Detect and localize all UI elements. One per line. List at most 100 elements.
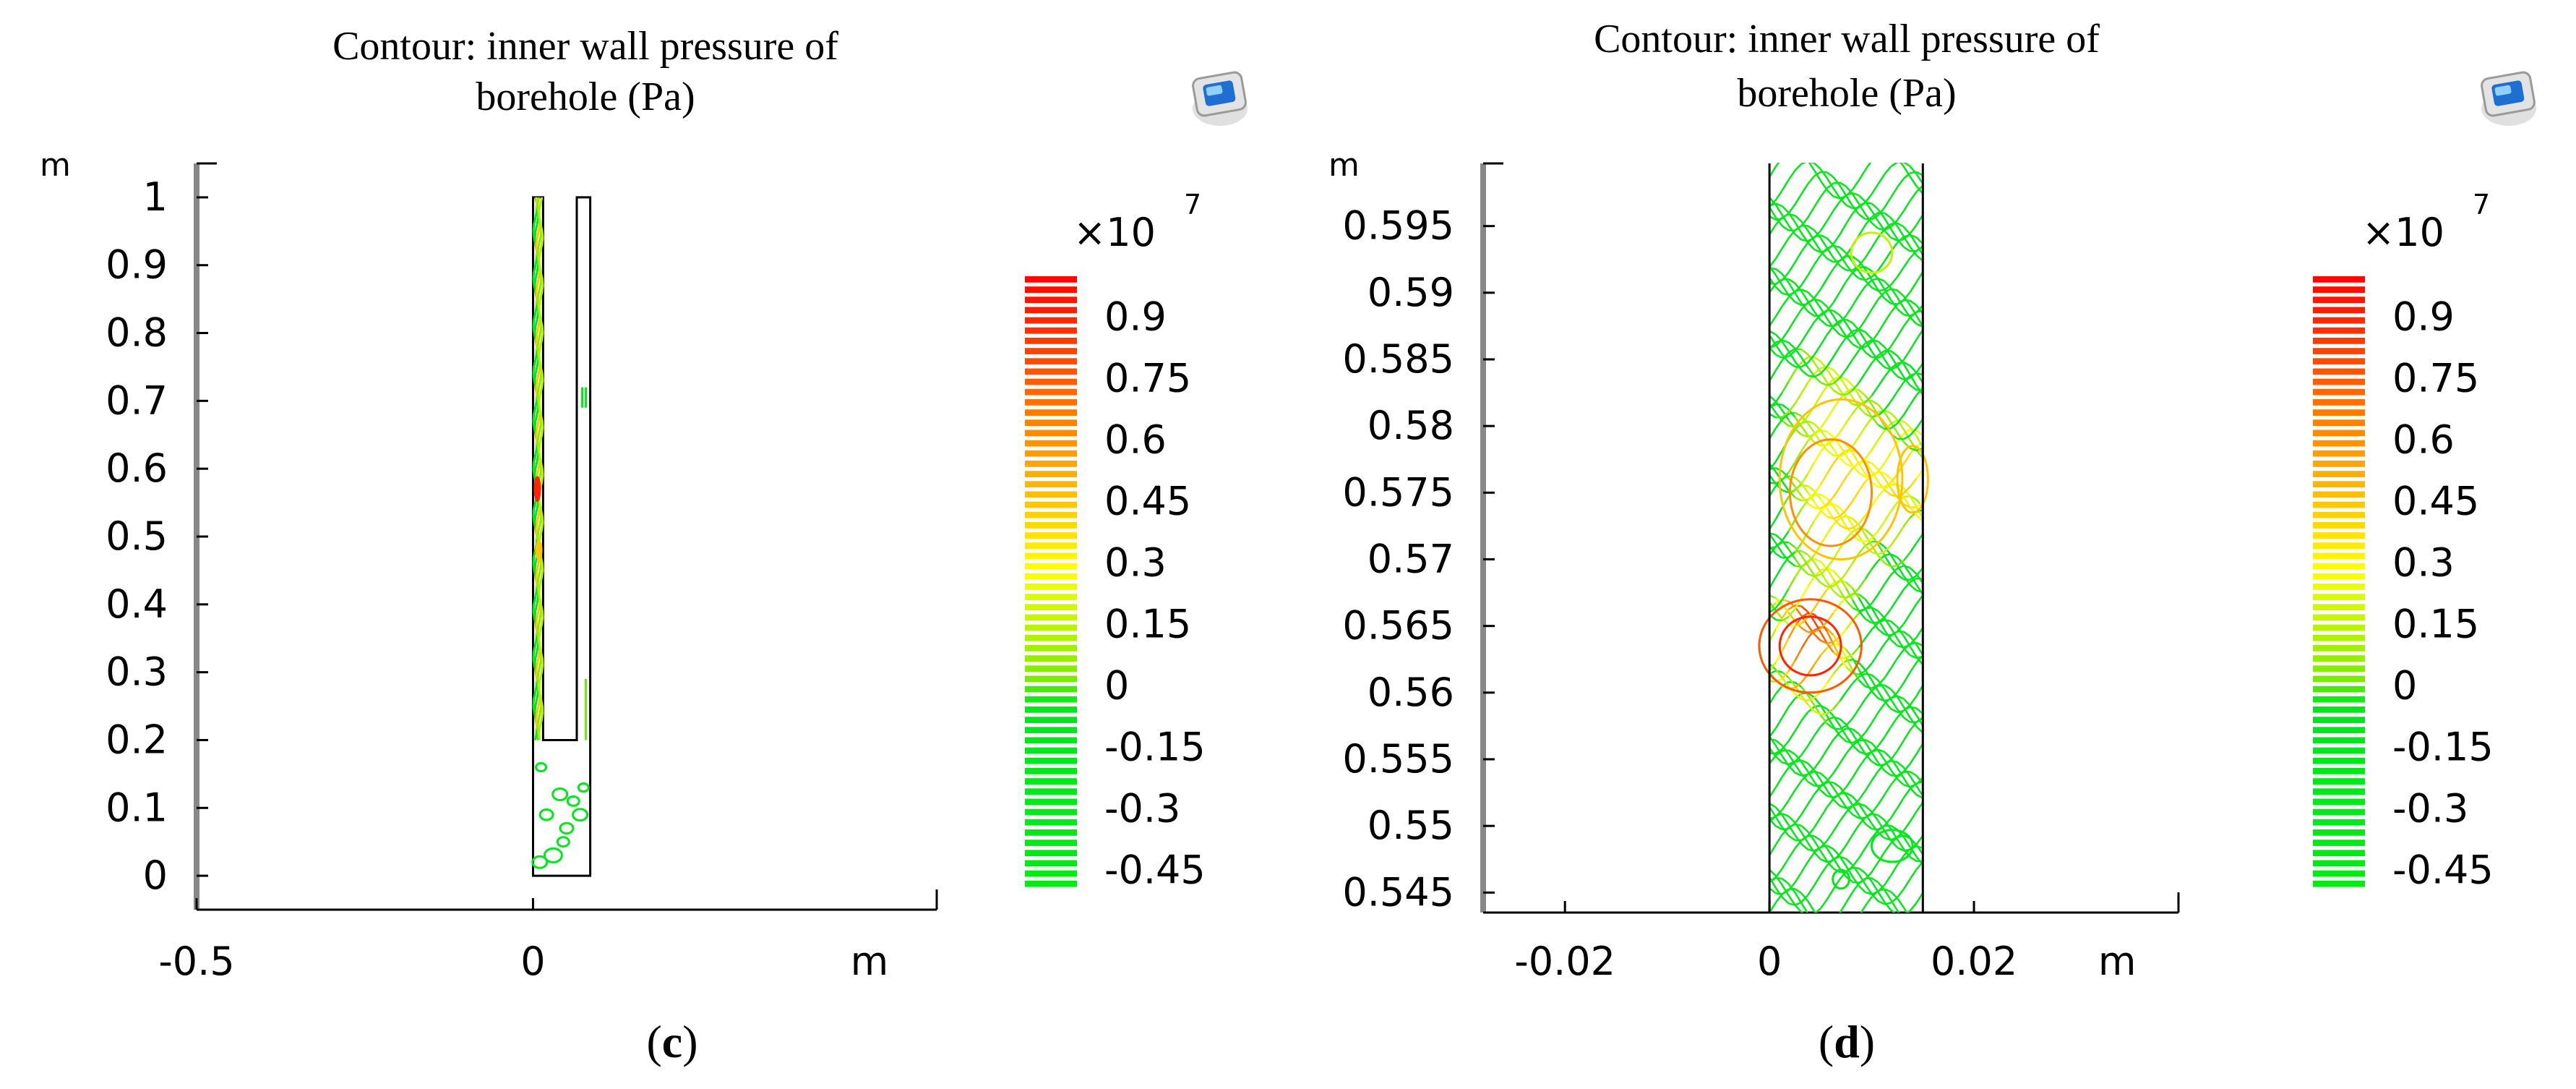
panel-d-contour-segment <box>1807 768 1815 775</box>
panel-d-contour-segment <box>1845 599 1854 609</box>
panel-c-colorbar-gap <box>1025 876 1077 881</box>
panel-d-contour-segment <box>1858 389 1866 397</box>
panel-d-contour-segment <box>1826 381 1834 391</box>
panel-d-contour-segment <box>1877 353 1885 359</box>
panel-d-contour-segment <box>1787 730 1796 742</box>
panel-d-contour-segment <box>1877 551 1885 555</box>
panel-d-contour-segment <box>1858 803 1866 814</box>
panel-d-contour-segment <box>1813 356 1821 362</box>
panel-c-y-tick-label: 0.7 <box>106 377 168 423</box>
panel-d-colorbar-tick-label: 0.75 <box>2392 356 2479 401</box>
panel-d-contour-segment <box>1800 892 1809 902</box>
panel-d-contour-segment <box>1782 411 1790 418</box>
panel-c-y-tick-label: 0.3 <box>106 649 168 695</box>
panel-d-contour-segment <box>1832 548 1841 560</box>
panel-d-contour-segment <box>1852 813 1860 819</box>
panel-d-contour-segment <box>1827 931 1834 936</box>
panel-c-colorbar-band <box>1025 675 1077 683</box>
panel-d-contour-segment <box>1826 368 1834 380</box>
panel-d-contour-segment <box>1832 763 1841 774</box>
panel-d-contour-segment <box>1845 745 1854 755</box>
panel-d-y-tick-label: 0.56 <box>1368 670 1454 715</box>
panel-d-contour-segment <box>1890 535 1899 547</box>
panel-d-contour-segment <box>1839 811 1847 822</box>
panel-d-y-tick-label: 0.59 <box>1368 270 1454 315</box>
panel-d-contour-segment <box>1794 542 1803 553</box>
panel-d-axes <box>1480 162 2180 914</box>
panel-d-contour-segment <box>1826 182 1834 189</box>
panel-d-contour-segment <box>1871 184 1879 195</box>
panel-d-contour-segment <box>1774 816 1783 828</box>
panel-d-contour-segment <box>1884 759 1892 766</box>
panel-d-contour-segment <box>1858 816 1866 826</box>
panel-d-contour-segment <box>1858 847 1866 859</box>
panel-d-contour-segment <box>1845 594 1853 599</box>
panel-d-contour-segment <box>1860 905 1866 913</box>
panel-d-contour-segment <box>1788 902 1795 906</box>
panel-d-contour-segment <box>1820 234 1828 239</box>
panel-d-contour-segment <box>1813 851 1821 860</box>
panel-d-colorbar-gap <box>2313 497 2365 502</box>
panel-d-contour-segment <box>1832 176 1841 187</box>
panel-d-contour-segment <box>1884 366 1892 370</box>
panel-d-contour-segment <box>1884 633 1892 636</box>
panel-d-contour-segment <box>1794 292 1803 304</box>
panel-d-contour-segment <box>1877 488 1886 497</box>
panel-d-contour-segment <box>1832 346 1841 358</box>
panel-d-contour-segment <box>1800 275 1809 286</box>
panel-d-colorbar-band <box>2313 686 2365 693</box>
panel-d-contour-segment <box>1902 704 1911 712</box>
panel-d-contour-segment <box>1819 749 1828 761</box>
panel-d-contour-segment <box>1800 289 1808 294</box>
panel-d-contour-segment <box>1819 168 1828 179</box>
panel-d-contour-segment <box>1813 344 1821 356</box>
panel-d-contour-segment <box>1819 779 1828 791</box>
panel-d-contour-segment <box>1903 377 1910 381</box>
panel-d-contour-segment <box>1774 834 1783 845</box>
panel-d-colorbar-band <box>2313 665 2365 672</box>
panel-d-contour-segment <box>1782 889 1790 895</box>
panel-d-colorbar-gap <box>2313 753 2365 758</box>
panel-d-contour-segment <box>1903 631 1911 638</box>
panel-d-colorbar-band <box>2313 768 2365 774</box>
panel-d-contour-segment <box>1820 444 1827 447</box>
panel-c-colorbar-gap <box>1025 774 1077 779</box>
panel-d-contour-segment <box>1787 764 1796 774</box>
panel-d-contour-segment <box>1871 210 1879 222</box>
panel-d-contour-segment <box>1877 851 1886 863</box>
panel-d-contour-segment <box>1877 736 1886 747</box>
panel-c-contour-loop <box>535 761 548 773</box>
panel-d-contour-segment <box>1787 351 1796 362</box>
panel-d-contour-segment <box>1813 163 1821 170</box>
panel-d-contour-segment <box>1909 573 1918 586</box>
panel-d-colorbar-band <box>2313 696 2365 703</box>
panel-d-contour-segment <box>1897 771 1905 777</box>
panel-d-contour-segment <box>1807 291 1815 299</box>
panel-d-colorbar-gap <box>2313 805 2365 809</box>
panel-d-contour-segment <box>1890 631 1898 636</box>
panel-c-colorbar-band <box>1025 378 1077 385</box>
panel-d-contour-segment <box>1832 787 1841 798</box>
panel-d-contour-segment <box>1788 761 1795 765</box>
panel-d-contour-segment <box>1781 677 1790 688</box>
panel-d-contour-segment <box>1897 560 1905 567</box>
panel-c-colorbar-gap <box>1025 354 1077 359</box>
panel-d-colorbar-gap <box>2313 835 2365 840</box>
panel-d-contour-segment <box>1814 922 1821 926</box>
panel-d-contour-segment <box>1800 382 1809 394</box>
panel-d-contour-segment <box>1826 189 1834 197</box>
panel-c-colorbar-band <box>1025 522 1077 529</box>
panel-d-contour-segment <box>1800 290 1809 302</box>
panel-d-contour-segment <box>1909 372 1918 379</box>
panel-d-contour-segment <box>1890 422 1898 430</box>
panel-c-colorbar-band <box>1025 399 1077 406</box>
panel-d-contour-segment <box>1902 613 1911 625</box>
panel-d-colorbar-band <box>2313 788 2365 795</box>
panel-c-colorbar-gap <box>1025 743 1077 748</box>
panel-d-contour-segment <box>1852 733 1860 745</box>
panel-d-contour-segment <box>1884 888 1892 893</box>
panel-d-contour-segment <box>1826 438 1834 450</box>
panel-d-colorbar-band <box>2313 430 2365 437</box>
panel-d-contour-segment <box>1788 291 1796 296</box>
